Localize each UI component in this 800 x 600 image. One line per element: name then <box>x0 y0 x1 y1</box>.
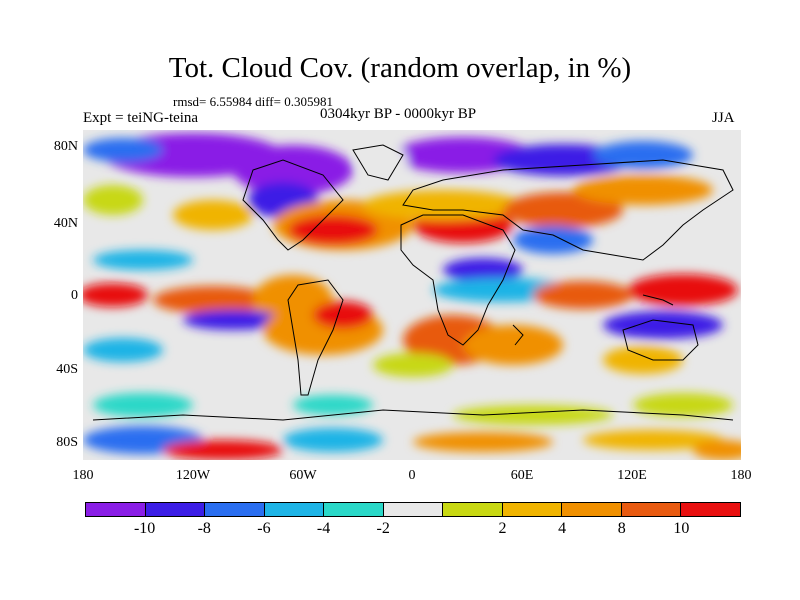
colorbar-label: -6 <box>257 520 271 537</box>
colorbar-label: -4 <box>316 520 331 537</box>
colorbar <box>85 502 741 517</box>
lat-tick: 80N <box>53 139 78 154</box>
colorbar-box <box>621 503 682 516</box>
lat-tick: 40N <box>53 216 78 231</box>
colorbar-box <box>86 503 146 516</box>
plot-title: Tot. Cloud Cov. (random overlap, in %) <box>168 52 632 84</box>
colorbar-box <box>264 503 325 516</box>
stats-text: rmsd= 6.55984 diff= 0.305981 <box>173 94 333 109</box>
coastlines <box>92 144 734 421</box>
colorbar-box <box>324 503 384 516</box>
colorbar-box <box>681 503 741 516</box>
colorbar-box <box>383 503 444 516</box>
colorbar-box <box>502 503 563 516</box>
colorbar-label: 4 <box>558 520 567 537</box>
colorbar-label: 2 <box>498 520 507 537</box>
lon-tick: 120E <box>617 468 647 483</box>
colorbar-box <box>562 503 622 516</box>
lon-tick: 60W <box>289 468 317 483</box>
lat-tick: 40S <box>56 362 78 377</box>
season-label: JJA <box>712 110 735 126</box>
lat-tick: 80S <box>56 435 78 450</box>
lon-tick: 120W <box>175 468 211 483</box>
lon-tick: 60E <box>510 468 534 483</box>
anomaly-map <box>83 130 741 460</box>
period-label: 0304kyr BP - 0000kyr BP <box>320 106 477 122</box>
experiment-label: Expt = teiNG-teina <box>83 110 199 126</box>
colorbar-label: 8 <box>617 520 626 537</box>
colorbar-label: -10 <box>133 520 156 537</box>
lon-tick: 0 <box>408 468 416 483</box>
colorbar-label: -2 <box>376 520 390 537</box>
lon-tick: 180 <box>730 468 752 483</box>
lon-tick: 180 <box>72 468 94 483</box>
map-panel <box>83 130 741 460</box>
colorbar-label: 10 <box>673 520 690 537</box>
colorbar-label: -8 <box>197 520 211 537</box>
colorbar-box <box>145 503 206 516</box>
colorbar-box <box>443 503 503 516</box>
lat-tick: 0 <box>71 288 78 303</box>
colorbar-box <box>205 503 265 516</box>
